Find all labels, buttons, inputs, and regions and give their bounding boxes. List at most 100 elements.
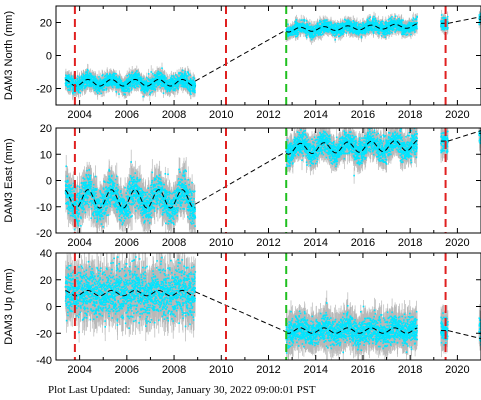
data-point — [125, 90, 128, 92]
data-point — [152, 72, 154, 75]
data-point — [135, 74, 137, 77]
data-point — [126, 75, 128, 77]
data-point — [86, 72, 89, 74]
data-point — [68, 89, 71, 91]
data-point — [86, 79, 89, 81]
data-point — [130, 87, 133, 89]
data-point — [69, 87, 71, 89]
data-point — [137, 72, 140, 75]
data-point — [141, 81, 144, 84]
data-point — [99, 79, 101, 81]
data-point — [111, 86, 114, 88]
data-point — [151, 81, 153, 84]
data-point — [128, 78, 130, 80]
data-point — [86, 76, 89, 78]
data-point — [125, 83, 128, 85]
data-point — [136, 80, 138, 83]
data-point — [74, 81, 77, 83]
data-point — [129, 75, 131, 77]
data-point — [134, 71, 137, 74]
data-point — [102, 80, 104, 82]
data-point — [120, 80, 123, 82]
data-point — [145, 85, 148, 87]
data-point — [93, 80, 96, 82]
data-point — [136, 74, 139, 77]
data-point — [106, 78, 109, 81]
data-point — [122, 82, 124, 84]
data-point — [97, 89, 99, 91]
data-point — [86, 80, 88, 83]
data-point — [127, 85, 130, 88]
data-point — [86, 74, 88, 76]
data-point — [130, 84, 132, 86]
data-point — [151, 86, 154, 88]
data-point — [89, 72, 91, 75]
data-point — [84, 76, 86, 78]
data-point — [66, 75, 68, 78]
data-point — [112, 79, 114, 81]
data-point — [84, 78, 86, 81]
data-point — [66, 77, 69, 79]
data-point — [140, 89, 142, 92]
data-point — [98, 84, 100, 87]
data-point — [118, 76, 121, 78]
data-point — [136, 83, 138, 85]
data-point — [110, 74, 112, 76]
data-point — [101, 79, 104, 82]
data-point — [118, 93, 120, 95]
data-point — [80, 75, 83, 77]
data-point — [128, 90, 130, 93]
data-point — [142, 95, 144, 98]
data-point — [96, 82, 98, 85]
data-point — [122, 88, 125, 91]
data-point — [106, 83, 108, 85]
data-point — [106, 75, 109, 78]
data-point — [137, 83, 139, 85]
data-point — [98, 80, 101, 82]
data-point — [81, 89, 84, 91]
data-point — [94, 75, 96, 78]
data-point — [99, 78, 101, 80]
data-point — [105, 84, 107, 87]
data-point — [73, 78, 76, 81]
data-point — [86, 73, 89, 76]
data-point — [122, 88, 125, 90]
data-point — [135, 85, 138, 87]
data-point — [67, 89, 70, 91]
data-point — [136, 70, 138, 72]
data-point — [146, 83, 148, 85]
data-point — [87, 74, 90, 76]
data-point — [86, 68, 89, 71]
data-point — [79, 88, 81, 90]
data-point — [92, 85, 95, 88]
data-point — [111, 82, 114, 84]
data-point — [112, 72, 115, 75]
data-point — [71, 91, 74, 94]
data-point — [134, 76, 136, 78]
data-point — [117, 81, 119, 83]
data-point — [115, 73, 117, 75]
data-point — [147, 88, 150, 91]
data-point — [134, 78, 137, 80]
data-point — [118, 85, 121, 88]
data-point — [100, 80, 103, 83]
data-point — [87, 84, 89, 87]
data-point — [76, 85, 79, 88]
data-point — [106, 73, 108, 75]
data-point — [128, 88, 130, 90]
data-point — [129, 85, 132, 87]
data-point — [144, 89, 147, 91]
data-point — [71, 79, 74, 82]
data-point — [85, 71, 87, 74]
data-point — [135, 80, 138, 82]
data-point — [132, 75, 135, 78]
data-point — [65, 80, 68, 82]
data-point — [115, 91, 117, 93]
data-point — [150, 71, 152, 73]
data-point — [77, 80, 79, 82]
data-point — [96, 92, 99, 95]
data-point — [74, 79, 77, 82]
data-point — [113, 72, 116, 75]
